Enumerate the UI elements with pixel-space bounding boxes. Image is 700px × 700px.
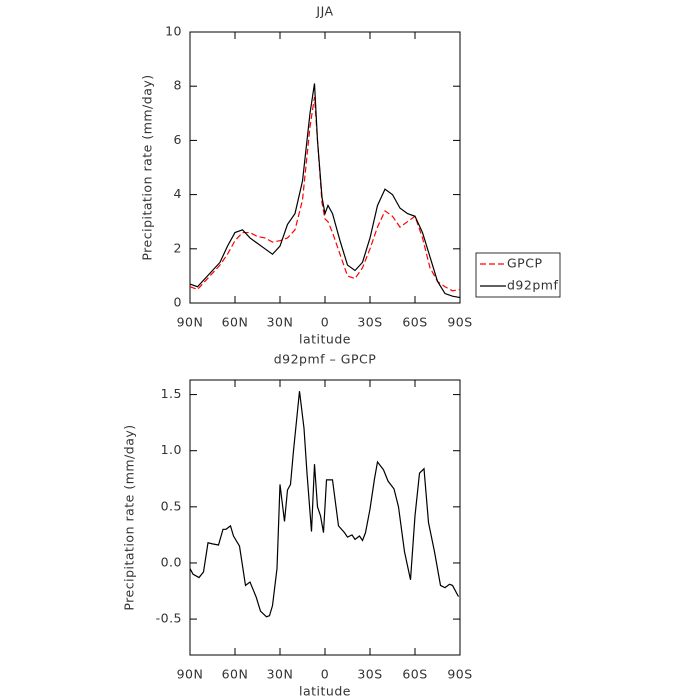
chart-title: JJA: [315, 4, 333, 19]
y-tick-label: 1.5: [161, 386, 182, 401]
x-tick-label: 30S: [357, 667, 382, 682]
y-tick-label: 0: [174, 295, 182, 310]
y-tick-label: 10: [165, 24, 182, 39]
legend-box: [475, 252, 561, 298]
y-tick-label: 0.0: [161, 554, 182, 569]
x-tick-label: 90S: [447, 667, 472, 682]
x-tick-label: 0: [321, 315, 329, 330]
x-tick-label: 30N: [267, 667, 294, 682]
y-tick-label: 2: [174, 240, 182, 255]
y-tick-label: 4: [174, 186, 182, 201]
x-tick-label: 30S: [357, 315, 382, 330]
x-axis-label: latitude: [299, 684, 351, 699]
y-tick-label: 0.5: [161, 498, 182, 513]
data-line: [189, 391, 460, 618]
data-line: [189, 83, 461, 299]
x-axis-label: latitude: [299, 332, 351, 347]
plot-frame: [189, 31, 461, 304]
y-axis-label: Precipitation rate (mm/day): [122, 424, 137, 610]
x-tick-label: 90N: [177, 315, 204, 330]
y-axis-label: Precipitation rate (mm/day): [140, 74, 155, 260]
chart-title: d92pmf – GPCP: [274, 352, 377, 367]
x-tick-label: 30N: [267, 315, 294, 330]
y-tick-label: 8: [174, 78, 182, 93]
x-tick-label: 60N: [222, 315, 249, 330]
y-tick-label: 6: [174, 132, 182, 147]
legend-label: GPCP: [507, 256, 543, 271]
plot-frame: [189, 379, 461, 656]
y-tick-label: -0.5: [156, 611, 182, 626]
y-tick-label: 1.0: [161, 442, 182, 457]
legend-label: d92pmf: [507, 278, 558, 293]
data-line: [189, 96, 461, 292]
x-tick-label: 0: [321, 667, 329, 682]
x-tick-label: 60S: [402, 667, 427, 682]
x-tick-label: 60S: [402, 315, 427, 330]
x-tick-label: 90N: [177, 667, 204, 682]
x-tick-label: 90S: [447, 315, 472, 330]
x-tick-label: 60N: [222, 667, 249, 682]
